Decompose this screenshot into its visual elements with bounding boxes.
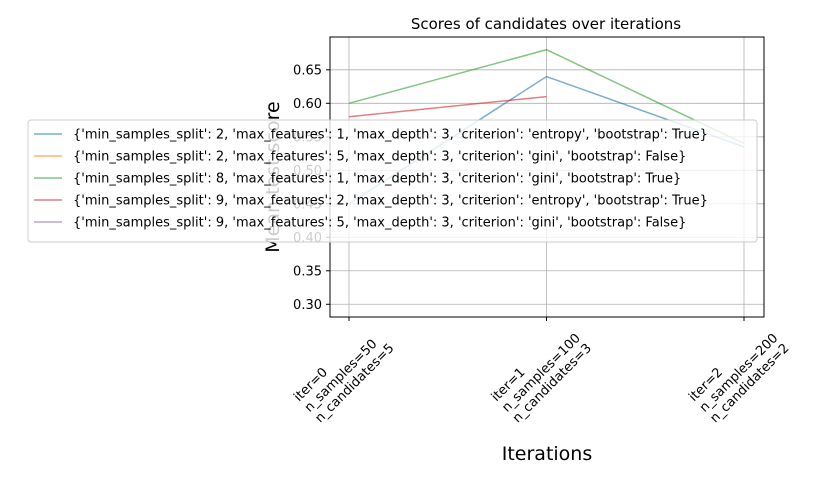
series-line [348,95,547,118]
legend-label: {'min_samples_split': 8, 'max_features':… [73,172,681,187]
legend-label: {'min_samples_split': 2, 'max_features':… [73,128,708,143]
y-tick-label: 0.30 [293,298,322,313]
x-tick-label: iter=0n_samples=50n_candidates=5 [291,337,397,426]
legend-label: {'min_samples_split': 9, 'max_features':… [73,216,686,231]
y-tick-label: 0.65 [293,63,322,78]
x-axis-label: Iterations [502,443,593,465]
legend-label: {'min_samples_split': 2, 'max_features':… [73,150,686,165]
series-line [348,48,745,145]
legend-label: {'min_samples_split': 9, 'max_features':… [73,194,708,209]
y-tick-label: 0.35 [293,264,322,279]
legend-box [27,119,758,243]
chart-title: Scores of candidates over iterations [411,15,681,33]
y-tick-label: 0.60 [293,97,322,112]
